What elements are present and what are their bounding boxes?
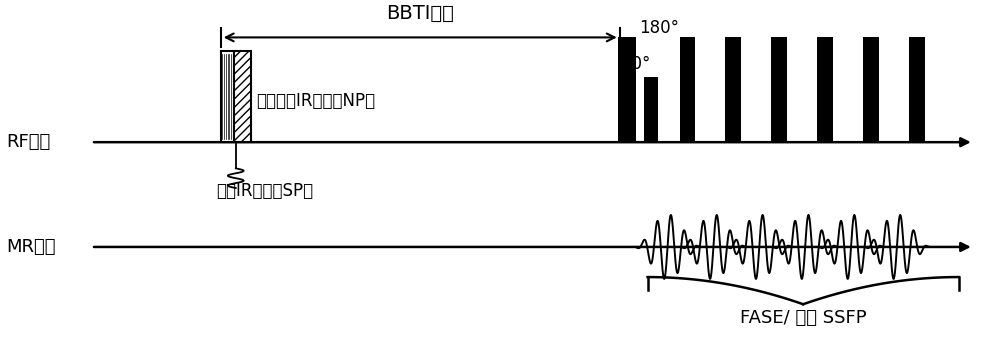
Bar [234,51,251,142]
Text: ～非选择IR脉冲（NP）: ～非选择IR脉冲（NP） [256,92,375,110]
Text: FASE/ 均衡 SSFP: FASE/ 均衡 SSFP [740,309,866,327]
Bar [863,37,879,142]
Text: BBTI时间: BBTI时间 [386,4,454,23]
Bar [644,77,658,142]
Bar [771,37,787,142]
Bar [817,37,833,142]
Bar [909,37,925,142]
Bar [221,51,234,142]
Text: 选择IR脉冲（SP）: 选择IR脉冲（SP） [216,182,313,200]
Text: RF脉冲: RF脉冲 [6,133,51,151]
Bar [680,37,695,142]
Text: 180°: 180° [640,19,680,37]
Text: MR信号: MR信号 [6,238,56,256]
Bar [618,37,636,142]
Text: 90°: 90° [621,55,650,73]
Bar [725,37,741,142]
